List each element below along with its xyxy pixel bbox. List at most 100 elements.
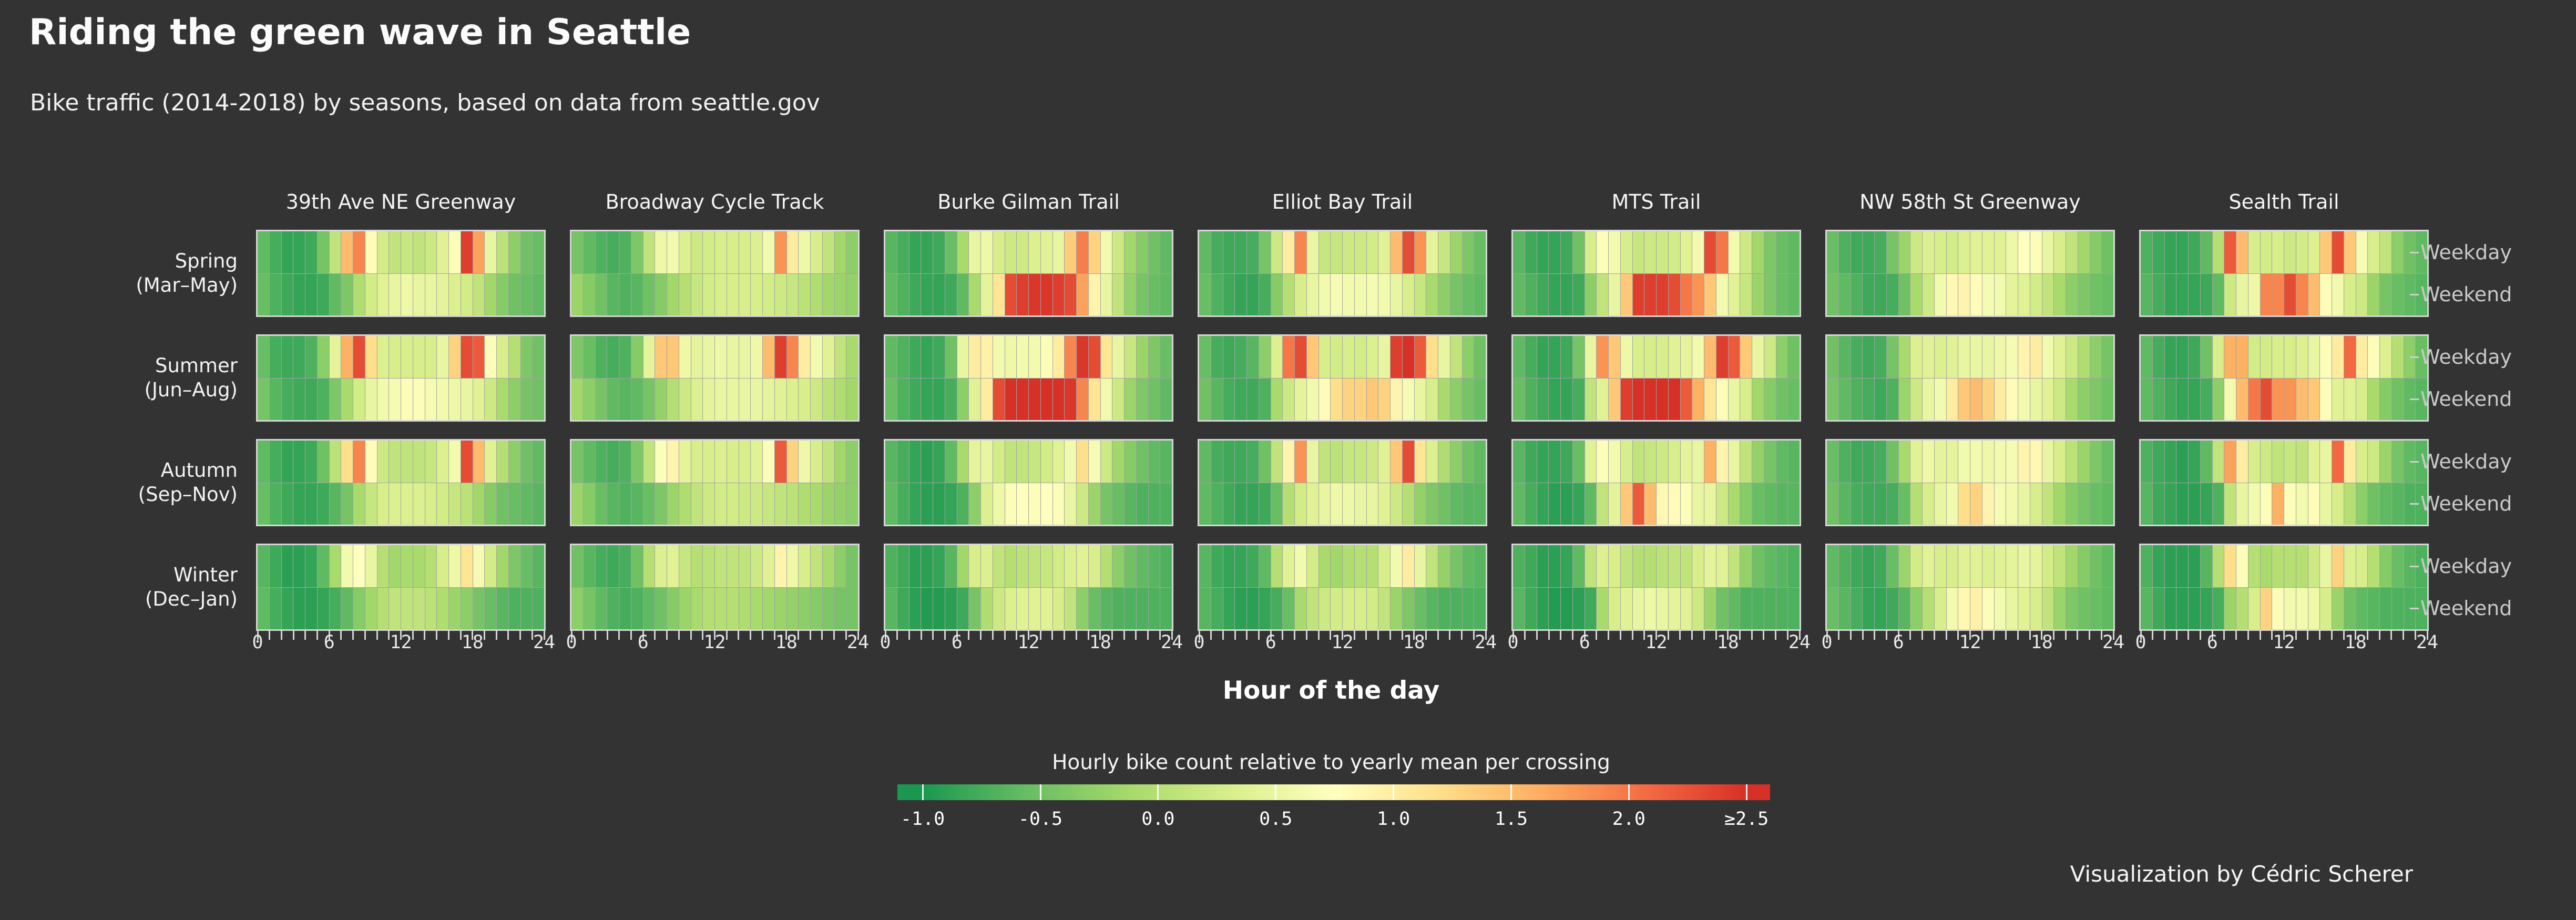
heatmap-cell [1391, 336, 1402, 378]
heatmap-cell [1752, 483, 1764, 525]
heatmap-cell [2212, 336, 2224, 378]
x-axis-tick [1135, 631, 1137, 640]
heatmap-cell [389, 483, 401, 525]
heatmap-cell [885, 231, 897, 273]
heatmap-cell [1112, 587, 1124, 629]
heatmap-cell [715, 545, 727, 587]
x-axis-tick-label: 6 [323, 632, 335, 653]
heatmap-cell [921, 231, 933, 273]
heatmap-cell [846, 231, 858, 273]
heatmap-cell [1402, 545, 1414, 587]
heatmap-cell [1100, 378, 1112, 420]
heatmap-cell [774, 587, 786, 629]
heatmap-cell [1609, 587, 1620, 629]
heatmap-cell [2152, 378, 2164, 420]
heatmap-cell [1343, 483, 1354, 525]
heatmap-cell [533, 587, 544, 629]
heatmap-cell [1863, 378, 1874, 420]
heatmap-cell [2236, 483, 2248, 525]
heatmap-cell [353, 545, 365, 587]
legend-tick-label: 0.5 [1259, 809, 1293, 830]
heatmap-cell [2152, 273, 2164, 315]
heatmap-cell [2152, 483, 2164, 525]
heatmap-cell [341, 587, 353, 629]
heatmap-cell [655, 483, 667, 525]
heatmap-cell [909, 231, 921, 273]
x-axis-tick [1536, 631, 1538, 640]
heatmap-cell [1525, 336, 1537, 378]
heatmap-cell [1040, 545, 1052, 587]
heatmap-cell [1644, 231, 1656, 273]
heatmap-cell [619, 545, 631, 587]
heatmap-cell [2296, 273, 2308, 315]
season-name: Autumn [160, 459, 238, 482]
heatmap-cell [993, 336, 1005, 378]
heatmap-cell [1283, 587, 1294, 629]
heatmap-cell [2320, 378, 2332, 420]
heatmap-cell [897, 441, 909, 483]
heatmap-cell [1402, 378, 1414, 420]
heatmap-cell [2368, 587, 2379, 629]
heatmap-cell [1863, 483, 1874, 525]
heatmap-cell [1414, 441, 1426, 483]
x-axis-tick [809, 631, 811, 640]
heatmap-cell [461, 378, 473, 420]
x-axis-tick [1727, 631, 1729, 640]
heatmap-cell [2344, 336, 2356, 378]
heatmap-cell [2102, 545, 2113, 587]
x-axis-tick [304, 631, 306, 640]
heatmap-cell [533, 378, 544, 420]
heatmap-cell [1692, 336, 1704, 378]
heatmap-cell [2054, 545, 2066, 587]
heatmap-cell [1692, 587, 1704, 629]
heatmap-cell [2260, 587, 2272, 629]
heatmap-cell [1283, 441, 1294, 483]
x-axis-tick [1099, 631, 1101, 640]
heatmap-cell [2368, 441, 2379, 483]
heatmap-cell [1549, 441, 1560, 483]
heatmap-cell [1052, 441, 1065, 483]
heatmap-cell [1247, 483, 1259, 525]
x-axis-tick [1064, 631, 1066, 640]
heatmap-cell [1462, 231, 1474, 273]
heatmap-cell [2320, 545, 2332, 587]
heatmap-cell [329, 587, 341, 629]
x-axis-tick [400, 631, 402, 640]
heatmap-cell [2141, 378, 2152, 420]
heatmap-cell [1378, 336, 1390, 378]
heatmap-cell [2102, 378, 2113, 420]
heatmap-cell [2248, 273, 2260, 315]
page-title: Riding the green wave in Seattle [29, 12, 691, 53]
heatmap-cell [786, 273, 799, 315]
heatmap-cell [981, 587, 993, 629]
heatmap-cell [1136, 273, 1148, 315]
heatmap-cell [2260, 336, 2272, 378]
x-axis-tick [773, 631, 775, 640]
heatmap-cell [2260, 441, 2272, 483]
heatmap-cell [2391, 441, 2404, 483]
heatmap-cell [533, 545, 544, 587]
heatmap-cell [1136, 336, 1148, 378]
heatmap-cell [1585, 273, 1597, 315]
heatmap-cell [1088, 587, 1100, 629]
heatmap-cell [1982, 273, 1994, 315]
heatmap-cell [763, 273, 774, 315]
heatmap-cell [1644, 273, 1656, 315]
x-axis-tick [292, 631, 294, 640]
heatmap-cell [258, 231, 269, 273]
heatmap-cell [2260, 231, 2272, 273]
heatmap-cell [703, 273, 714, 315]
heatmap-cell [258, 336, 269, 378]
heatmap-cell [1065, 231, 1076, 273]
heatmap-cell [957, 483, 969, 525]
heatmap-cell [1271, 231, 1283, 273]
x-axis-tick-label: 24 [1160, 632, 1183, 653]
heatmap-cell [1017, 587, 1028, 629]
x-axis-tick [606, 631, 608, 640]
heatmap-cell [2189, 336, 2200, 378]
heatmap-cell [1318, 545, 1331, 587]
heatmap-cell [921, 587, 933, 629]
heatmap-cell [981, 231, 993, 273]
season-range: (Dec–Jan) [145, 588, 238, 610]
heatmap-cell [969, 441, 980, 483]
